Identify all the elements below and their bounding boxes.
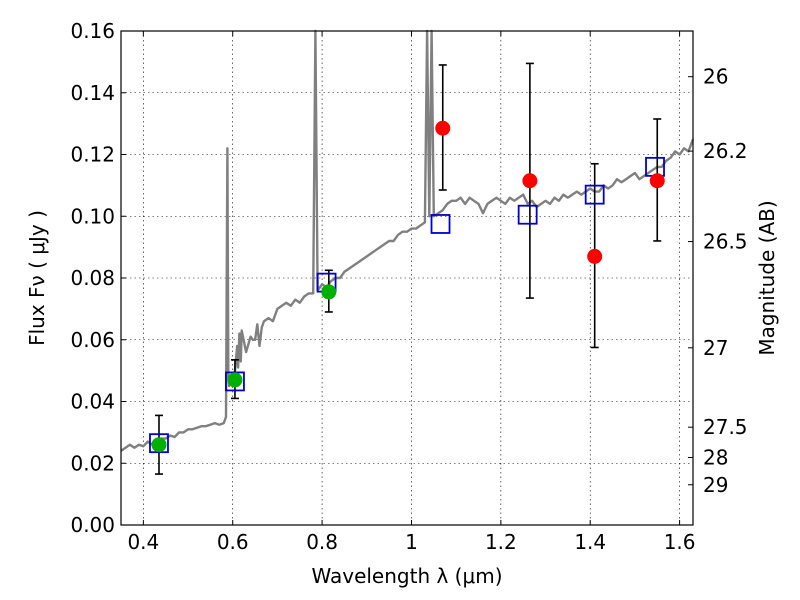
- y-tick-label: 0.12: [70, 143, 115, 167]
- model-square: [584, 184, 605, 205]
- spectrum-line: [120, 29, 695, 452]
- data-point: [435, 120, 451, 136]
- x-tick-label: 0.4: [127, 530, 159, 554]
- y-axis-label: Flux Fν ( μJy ): [25, 210, 49, 346]
- error-bars: [154, 62, 662, 475]
- right-tick-label: 26.5: [703, 230, 748, 254]
- y-tick-label: 0.00: [70, 513, 115, 537]
- x-axis-label: Wavelength λ (μm): [311, 564, 502, 588]
- right-axis-label: Magnitude (AB): [755, 200, 779, 355]
- spectrum-series: [120, 29, 695, 452]
- axis-ticks: 0.4 0.6 0.8 1 1.2 1.4 1.6 0.00 0.02 0.04 0.06 0.08 0…: [70, 19, 747, 554]
- data-point: [321, 284, 337, 300]
- right-tick-label: 26: [703, 65, 728, 89]
- right-tick-label: 29: [703, 473, 728, 497]
- y-tick-label: 0.16: [70, 19, 115, 43]
- y-tick-label: 0.08: [70, 266, 115, 290]
- data-point: [522, 173, 538, 189]
- photometry-points: [151, 120, 665, 453]
- y-tick-label: 0.10: [70, 204, 115, 228]
- data-point: [649, 173, 665, 189]
- x-tick-label: 0.8: [306, 530, 338, 554]
- y-tick-label: 0.02: [70, 451, 115, 475]
- model-square: [517, 204, 538, 225]
- y-tick-label: 0.06: [70, 328, 115, 352]
- right-tick-label: 27: [703, 336, 728, 360]
- x-tick-label: 1.2: [485, 530, 517, 554]
- data-point: [227, 372, 243, 388]
- y-tick-label: 0.14: [70, 81, 115, 105]
- y-tick-label: 0.04: [70, 390, 115, 414]
- right-tick-label: 27.5: [703, 415, 748, 439]
- data-point: [151, 437, 167, 453]
- x-tick-label: 0.6: [217, 530, 249, 554]
- right-tick-label: 28: [703, 445, 728, 469]
- grid: [121, 30, 693, 526]
- model-square: [430, 214, 451, 234]
- x-tick-label: 1.4: [574, 530, 606, 554]
- right-tick-label: 26.2: [703, 139, 748, 163]
- data-point: [587, 248, 603, 264]
- x-tick-label: 1.6: [664, 530, 696, 554]
- x-tick-label: 1: [405, 530, 418, 554]
